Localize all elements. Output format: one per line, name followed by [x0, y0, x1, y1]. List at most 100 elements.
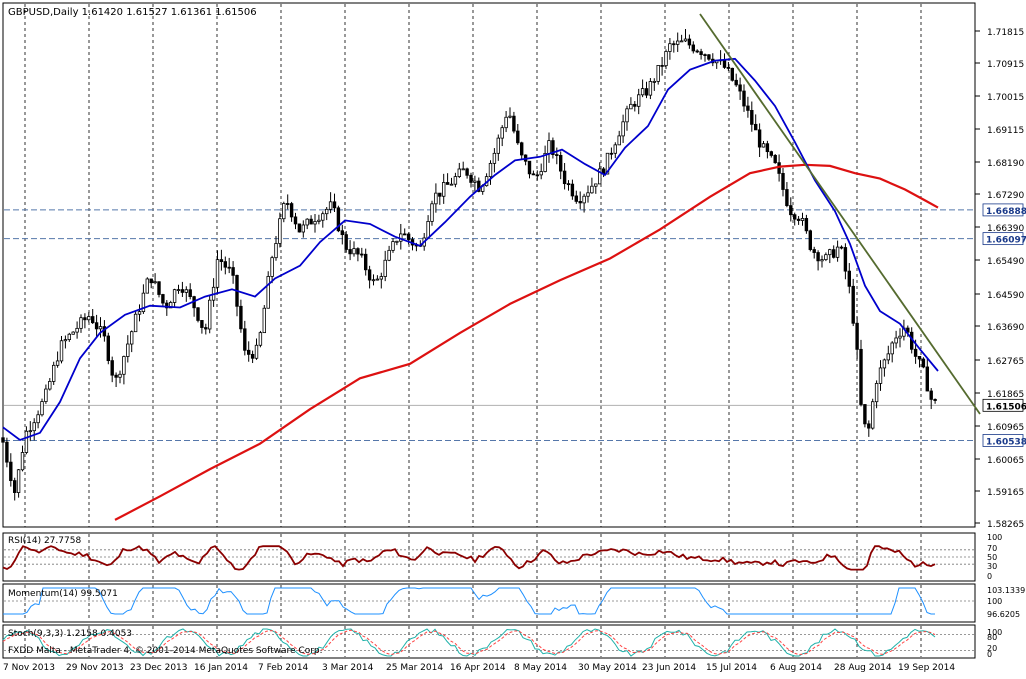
candle-body [63, 339, 68, 342]
price-tag-box [982, 434, 1024, 447]
candle-body [726, 67, 731, 69]
candle-body [679, 40, 684, 43]
candle-body [539, 171, 543, 176]
price-tag: 1.66888 [982, 203, 1026, 217]
candle-body [133, 313, 138, 333]
candle-body [730, 67, 734, 81]
candle-body [851, 285, 855, 324]
candle-body [855, 322, 859, 350]
stoch-level-label: 100 [987, 628, 1002, 637]
candle-body [129, 331, 134, 345]
candle-body [590, 185, 594, 194]
candle-body [516, 130, 520, 144]
candle-body [227, 266, 231, 269]
price-tag-label: 1.61506 [986, 402, 1026, 412]
candle-body [126, 343, 130, 357]
candle-body [512, 115, 516, 132]
candle-body [859, 348, 863, 405]
candle-body [305, 218, 309, 226]
rsi-level-label: 100 [987, 533, 1002, 542]
candle-body [348, 249, 352, 255]
candle-body [176, 289, 181, 291]
candle-body [266, 276, 270, 309]
date-label: 23 Jun 2014 [642, 663, 696, 673]
candle-body [796, 218, 801, 221]
momentum-panel[interactable] [2, 583, 976, 623]
candle-body [738, 84, 742, 92]
candle-body [188, 289, 192, 298]
candle-body [172, 289, 177, 303]
price-tick: 1.60965 [987, 423, 1024, 433]
candle-body [683, 38, 688, 42]
candle-body [12, 480, 17, 493]
candle-body [477, 180, 481, 192]
candle-body [566, 183, 571, 186]
candle-body [395, 240, 399, 243]
moving-average-200 [114, 163, 939, 521]
candle-body [925, 366, 929, 392]
candle-body [55, 360, 60, 366]
price-tick: 1.60065 [987, 456, 1024, 466]
momentum-header: Momentum(14) 99.5071 [8, 589, 118, 599]
main-price-panel[interactable] [2, 2, 976, 528]
symbol-header: GBPUSD,Daily 1.61420 1.61527 1.61361 1.6… [8, 7, 257, 18]
date-label: 19 Sep 2014 [898, 663, 955, 673]
candlesticks [1, 28, 937, 501]
candle-body [180, 289, 185, 293]
rsi-line [2, 545, 936, 571]
candle-body [145, 278, 149, 294]
price-tick: 1.59165 [987, 488, 1024, 498]
candle-body [309, 218, 313, 225]
candle-body [239, 305, 243, 330]
candle-body [313, 221, 317, 225]
candle-body [828, 249, 832, 256]
candle-body [106, 335, 110, 362]
price-tag-box [982, 203, 1024, 217]
candle-body [527, 160, 532, 175]
stochastic-panel[interactable] [2, 624, 976, 659]
rsi-level-label: 50 [987, 553, 997, 562]
stoch-level-label: 0 [987, 650, 992, 659]
candle-body [379, 276, 383, 280]
candle-body [9, 461, 13, 482]
price-tick: 1.67290 [987, 191, 1024, 201]
candle-body [492, 152, 497, 164]
candle-body [243, 328, 247, 351]
price-tag-label: 1.66097 [986, 236, 1026, 246]
candle-body [863, 404, 867, 425]
candle-body [32, 422, 36, 432]
date-label: 16 Jan 2014 [194, 663, 248, 673]
rsi-level-label: 30 [987, 562, 997, 571]
candle-body [773, 154, 777, 164]
price-tag-label: 1.60538 [986, 437, 1026, 447]
candle-body [578, 201, 582, 204]
price-tick: 1.66390 [987, 224, 1024, 234]
candle-body [746, 105, 750, 111]
candle-body [785, 189, 789, 207]
candle-body [535, 174, 539, 177]
candle-body [36, 414, 40, 424]
candle-body [79, 317, 83, 329]
candle-body [562, 170, 567, 185]
candle-body [285, 203, 290, 205]
candle-body [933, 398, 937, 401]
candle-body [215, 259, 220, 288]
trendline[interactable] [699, 13, 981, 415]
candle-body [118, 373, 122, 378]
price-tick: 1.68190 [987, 159, 1024, 169]
candle-body [871, 401, 875, 429]
candle-body [913, 348, 918, 357]
candle-body [695, 50, 699, 53]
stoch-main-line [2, 628, 936, 657]
candle-body [207, 299, 212, 330]
candle-body [531, 173, 536, 176]
candle-body [340, 230, 344, 236]
candle-body [20, 452, 25, 471]
candle-body [122, 356, 126, 375]
candle-body [321, 213, 325, 221]
candle-body [371, 279, 376, 282]
candle-body [441, 182, 446, 197]
price-tick: 1.65490 [987, 257, 1024, 267]
candle-body [812, 249, 816, 253]
